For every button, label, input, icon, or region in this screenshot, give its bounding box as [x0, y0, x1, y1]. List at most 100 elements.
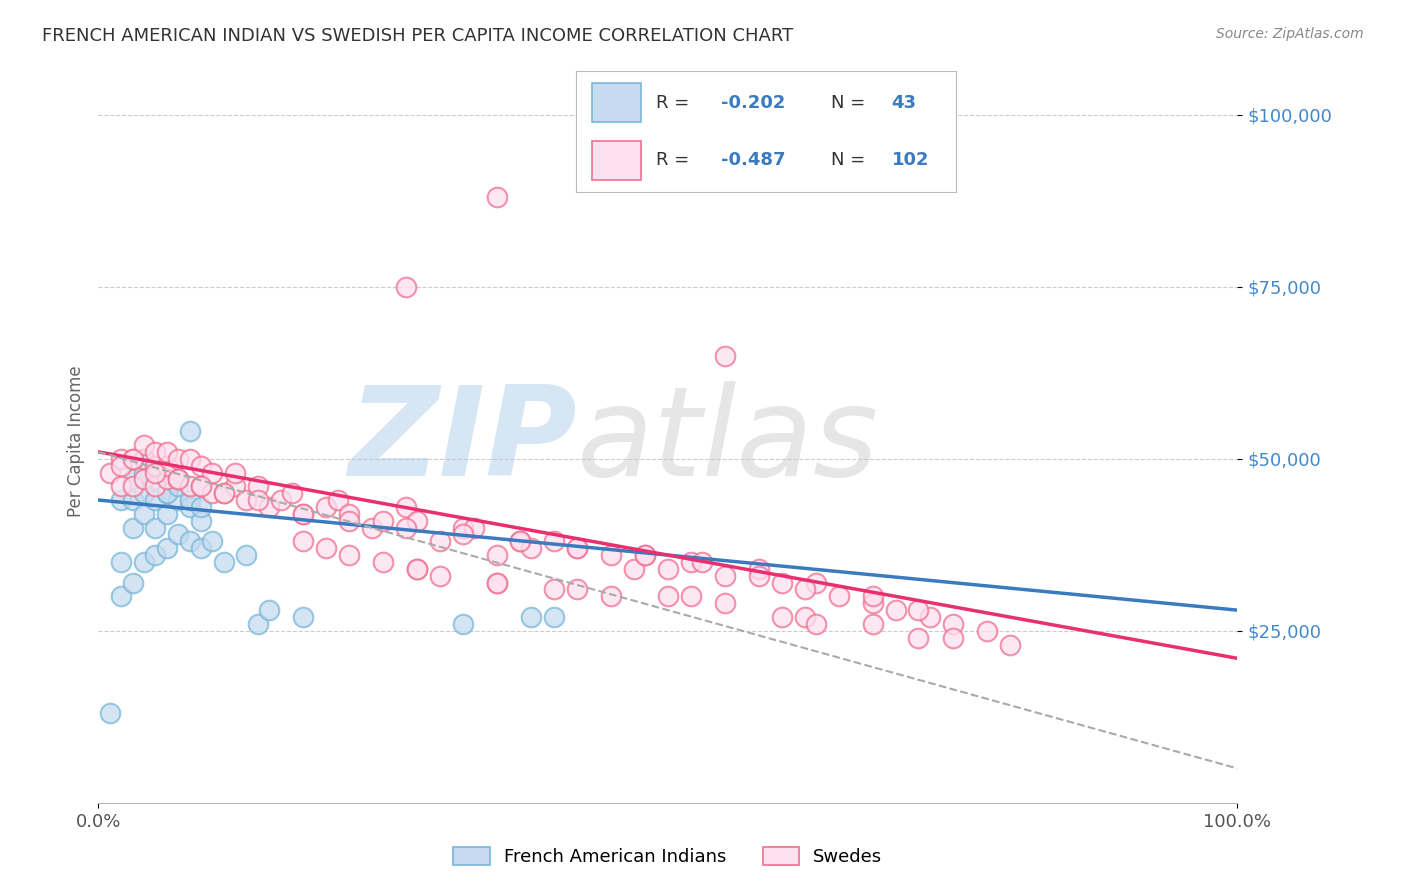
Point [429, 534, 451, 549]
Point [406, 562, 429, 576]
Point [371, 514, 394, 528]
Point [179, 451, 201, 466]
Point [451, 527, 474, 541]
Point [121, 451, 143, 466]
Text: R =: R = [657, 94, 695, 112]
FancyBboxPatch shape [592, 84, 641, 122]
Point [98, 706, 121, 721]
Point [121, 493, 143, 508]
Y-axis label: Per Capita Income: Per Capita Income [66, 366, 84, 517]
Point [156, 486, 179, 500]
Point [565, 541, 588, 556]
Point [235, 493, 257, 508]
Point [657, 590, 679, 604]
Point [292, 507, 315, 521]
Point [292, 507, 315, 521]
Point [634, 548, 657, 562]
Legend: French American Indians, Swedes: French American Indians, Swedes [446, 839, 890, 873]
Point [132, 466, 155, 480]
Text: R =: R = [657, 152, 695, 169]
Text: N =: N = [831, 94, 870, 112]
Point [281, 486, 304, 500]
Point [463, 520, 485, 534]
Point [156, 472, 179, 486]
Point [942, 631, 965, 645]
Point [259, 500, 281, 514]
Point [179, 500, 201, 514]
Point [748, 568, 770, 582]
Point [543, 582, 565, 597]
Point [190, 479, 212, 493]
Point [132, 555, 155, 569]
Point [565, 582, 588, 597]
Point [371, 555, 394, 569]
Point [907, 603, 929, 617]
Point [167, 472, 190, 486]
Point [132, 451, 155, 466]
Point [406, 514, 429, 528]
Point [315, 500, 337, 514]
Point [110, 555, 132, 569]
Point [121, 520, 143, 534]
Point [179, 534, 201, 549]
Point [179, 493, 201, 508]
Point [657, 562, 679, 576]
Point [145, 458, 167, 473]
Point [360, 520, 382, 534]
Point [429, 568, 451, 582]
Point [714, 349, 737, 363]
Point [145, 479, 167, 493]
Point [884, 603, 907, 617]
Point [395, 279, 418, 293]
Point [679, 590, 702, 604]
Point [326, 493, 349, 508]
FancyBboxPatch shape [592, 141, 641, 179]
Point [976, 624, 998, 638]
Point [201, 486, 224, 500]
Point [156, 466, 179, 480]
Point [520, 541, 543, 556]
Point [224, 479, 246, 493]
Point [110, 479, 132, 493]
Point [804, 575, 827, 590]
Text: ZIP: ZIP [349, 381, 576, 502]
Point [918, 610, 941, 624]
Point [862, 596, 884, 610]
Point [212, 486, 235, 500]
Point [201, 534, 224, 549]
Point [156, 541, 179, 556]
Point [828, 590, 851, 604]
Point [235, 548, 257, 562]
Point [212, 486, 235, 500]
Point [156, 445, 179, 459]
Point [145, 520, 167, 534]
Point [679, 555, 702, 569]
Point [121, 451, 143, 466]
Point [509, 534, 531, 549]
Point [132, 486, 155, 500]
Point [156, 486, 179, 500]
Point [509, 534, 531, 549]
Point [145, 445, 167, 459]
Point [395, 500, 418, 514]
Point [179, 424, 201, 438]
Point [862, 590, 884, 604]
Point [600, 590, 623, 604]
Point [998, 638, 1021, 652]
Point [246, 616, 269, 631]
Point [486, 548, 509, 562]
Point [337, 514, 360, 528]
Point [259, 603, 281, 617]
Text: 102: 102 [891, 152, 929, 169]
Point [167, 493, 190, 508]
Point [486, 190, 509, 204]
Point [543, 534, 565, 549]
Point [145, 493, 167, 508]
Point [121, 479, 143, 493]
Point [190, 541, 212, 556]
Text: -0.202: -0.202 [721, 94, 785, 112]
Point [292, 610, 315, 624]
Point [770, 575, 793, 590]
Point [156, 507, 179, 521]
Point [224, 466, 246, 480]
